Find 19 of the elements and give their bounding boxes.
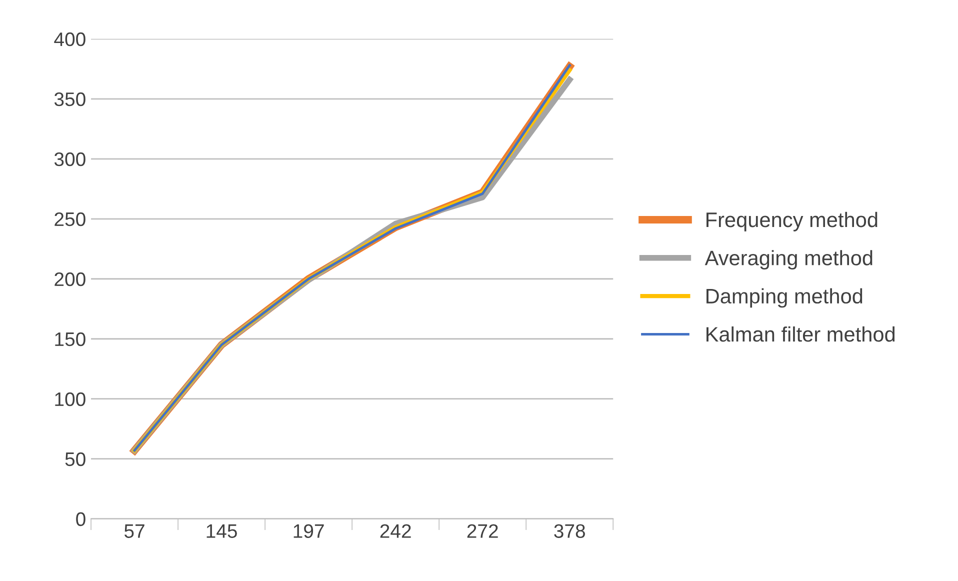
- legend-label: Frequency method: [706, 212, 878, 232]
- y-tick-label: 400: [54, 32, 86, 46]
- x-tick-label: 272: [467, 524, 498, 538]
- legend-label: Averaging method: [704, 250, 872, 270]
- y-tick-label: 150: [55, 332, 86, 346]
- y-tick-label: 200: [54, 272, 86, 286]
- y-tick-label: 100: [55, 392, 86, 406]
- y-tick-label: 50: [65, 452, 86, 466]
- y-tick-label: 0: [76, 512, 86, 526]
- x-tick-label: 57: [124, 524, 144, 538]
- legend-label: Kalman filter method: [706, 326, 895, 342]
- y-tick-label: 350: [54, 92, 86, 106]
- x-tick-label: 378: [554, 524, 585, 538]
- x-tick-label: 145: [206, 524, 237, 538]
- y-tick-label: 250: [54, 212, 86, 226]
- x-tick-label: 197: [294, 524, 324, 538]
- y-tick-label: 300: [54, 152, 86, 166]
- legend-label: Damping method: [706, 288, 862, 308]
- x-tick-label: 242: [380, 524, 411, 538]
